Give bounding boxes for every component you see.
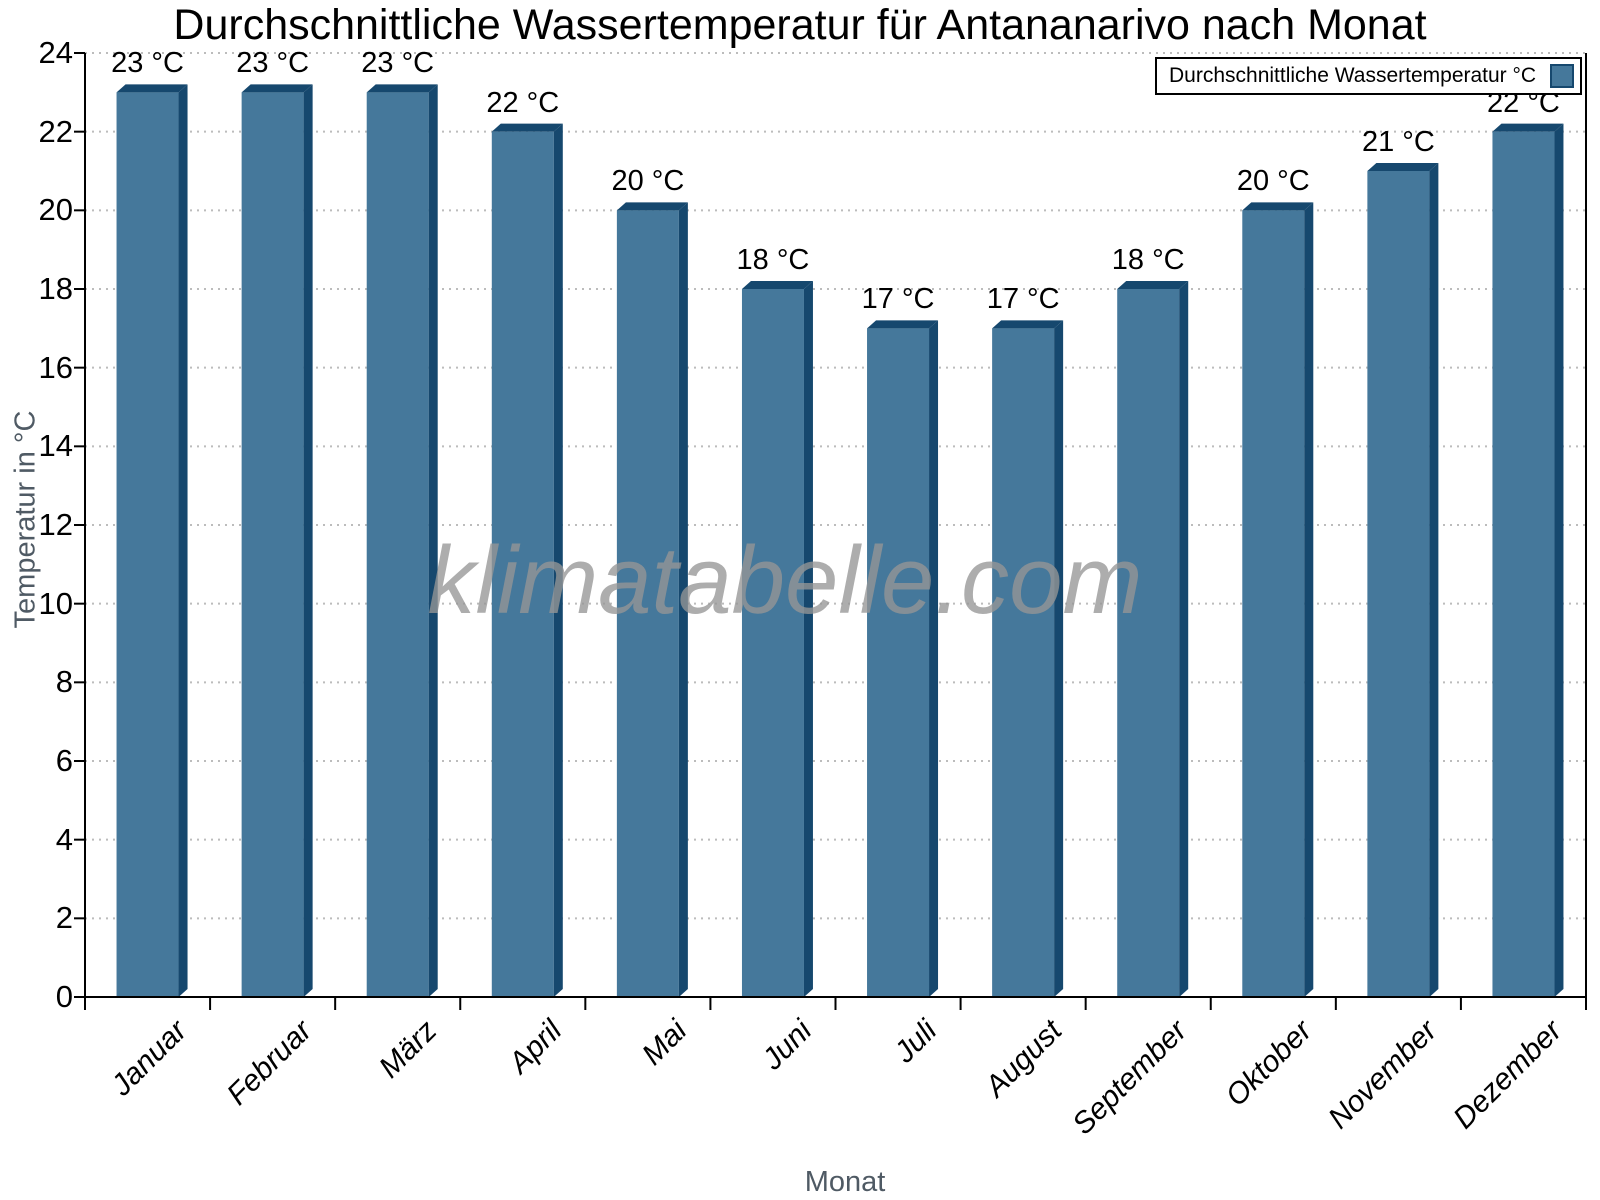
bar-face-April [491, 131, 554, 997]
bar-top-April [491, 123, 563, 132]
x-axis-title: Monat [804, 1166, 886, 1198]
bar-face-Februar [241, 92, 304, 998]
bar-top-Februar [241, 84, 313, 93]
bar-top-Dezember [1492, 123, 1564, 132]
bar-top-Januar [116, 84, 188, 93]
chart-title: Durchschnittliche Wassertemperatur für A… [173, 1, 1427, 49]
bar-face-März [366, 92, 429, 998]
bar-side-Februar [303, 84, 313, 998]
bar-side-März [428, 84, 438, 998]
bar-face-September [1117, 289, 1180, 997]
watermark-text: klimatabelle.com [427, 527, 1143, 634]
bar-face-August [992, 328, 1055, 997]
legend-box: Durchschnittliche Wassertemperatur °C [1155, 57, 1582, 95]
bar-face-Januar [116, 92, 179, 998]
bar-top-August [992, 320, 1064, 329]
bar-face-November [1367, 171, 1430, 997]
bar-top-Juni [741, 281, 813, 289]
bar-face-Oktober [1242, 210, 1305, 998]
bar-top-September [1117, 281, 1189, 289]
bar-side-Oktober [1304, 202, 1314, 998]
bar-face-Mai [616, 210, 679, 998]
bar-side-Mai [678, 202, 688, 998]
bar-top-Mai [616, 202, 688, 211]
y-axis-title: Temperatur in °C [9, 410, 42, 629]
bar-face-Juli [867, 328, 930, 997]
bar-top-November [1367, 163, 1439, 171]
bar-side-November [1429, 163, 1439, 997]
bar-face-Juni [741, 289, 804, 997]
bar-side-Juli [929, 320, 939, 997]
bar-side-September [1179, 281, 1189, 997]
bar-side-Januar [178, 84, 188, 998]
bar-side-Juni [803, 281, 813, 997]
bar-side-August [1054, 320, 1064, 997]
bar-top-Oktober [1242, 202, 1314, 211]
bar-face-Dezember [1492, 131, 1555, 997]
bar-side-Dezember [1554, 123, 1564, 997]
legend-label: Durchschnittliche Wassertemperatur °C [1169, 64, 1537, 87]
bar-side-April [553, 123, 563, 997]
bar-top-März [366, 84, 438, 93]
legend-swatch-icon [1550, 64, 1574, 88]
bar-top-Juli [867, 320, 939, 329]
